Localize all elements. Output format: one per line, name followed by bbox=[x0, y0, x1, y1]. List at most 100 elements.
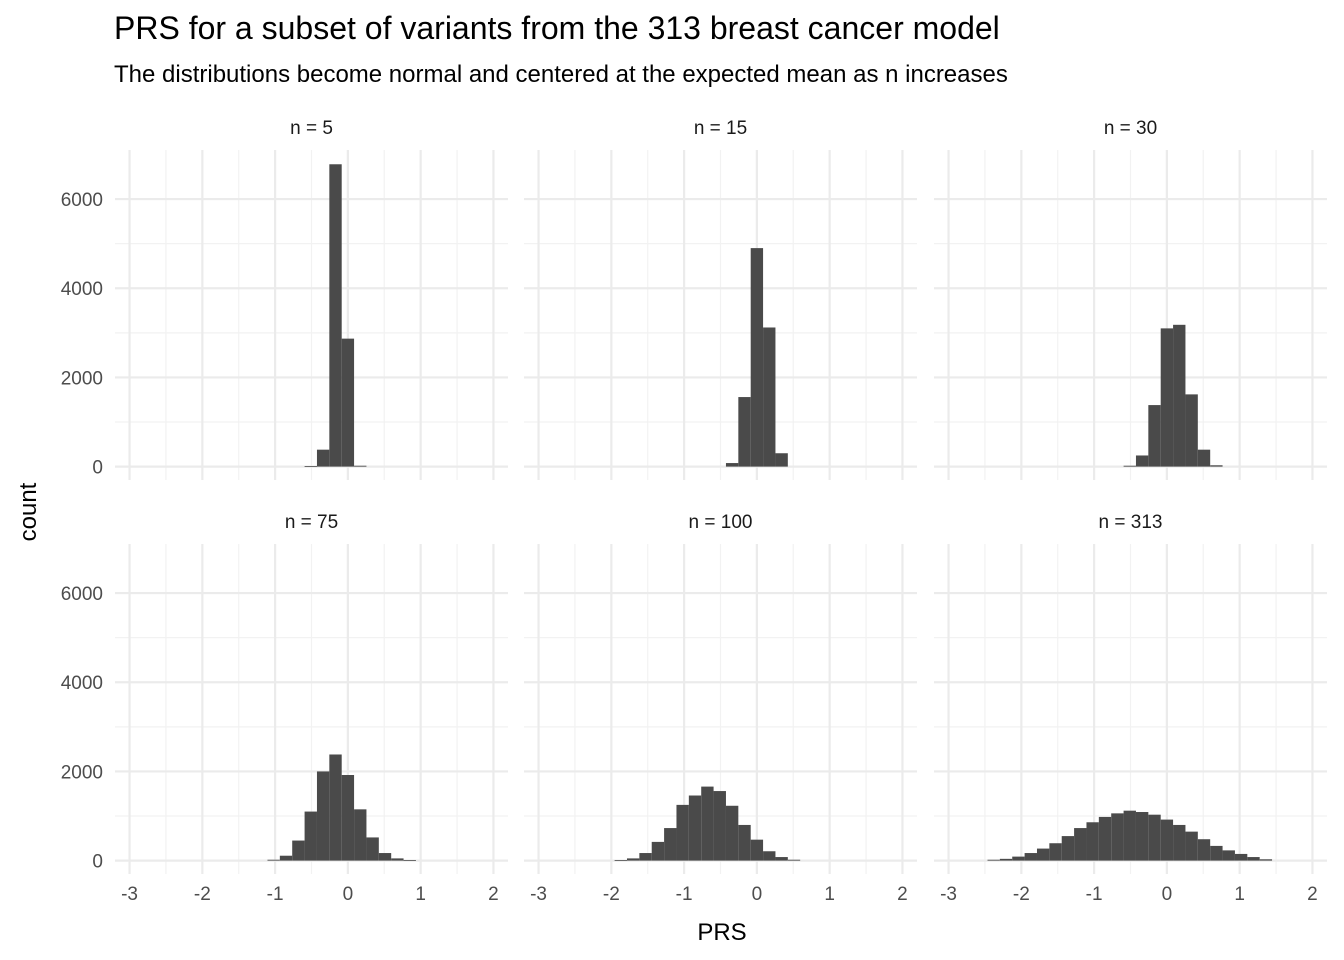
x-tick-label: 1 bbox=[824, 884, 835, 905]
histogram-bar bbox=[267, 859, 280, 861]
y-tick-label: 2000 bbox=[61, 368, 103, 389]
y-axis-title: count bbox=[15, 482, 42, 541]
histogram-bar bbox=[391, 858, 404, 861]
histogram-bar bbox=[378, 853, 392, 861]
histogram-bar bbox=[763, 327, 776, 467]
histogram-bar bbox=[1197, 839, 1211, 861]
facet-panel: n = 15 bbox=[524, 118, 917, 480]
histogram-bar bbox=[1185, 394, 1198, 467]
histogram-bar bbox=[713, 791, 726, 861]
chart-title: PRS for a subset of variants from the 31… bbox=[114, 10, 1000, 46]
histogram-bar bbox=[354, 809, 367, 861]
x-tick-label: 2 bbox=[488, 884, 499, 905]
histogram-bar bbox=[403, 860, 416, 861]
histogram-bar bbox=[366, 837, 379, 861]
histogram-bar bbox=[1210, 465, 1223, 467]
histogram-bar bbox=[676, 804, 689, 861]
histogram-bar bbox=[775, 453, 788, 467]
histogram-bar bbox=[1197, 449, 1211, 467]
histogram-bar bbox=[354, 465, 367, 467]
y-tick-label: 0 bbox=[92, 852, 103, 873]
histogram-bar bbox=[292, 840, 305, 861]
x-tick-label: -3 bbox=[530, 884, 547, 905]
histogram-bar bbox=[329, 754, 342, 861]
facet-strip-label: n = 15 bbox=[694, 118, 747, 139]
histogram-bar bbox=[1024, 853, 1037, 861]
histogram-bar bbox=[316, 771, 330, 861]
histogram-bar bbox=[1135, 455, 1149, 467]
histogram-bar bbox=[304, 466, 317, 467]
histogram-bar bbox=[1086, 822, 1099, 861]
histogram-bar bbox=[1173, 824, 1186, 861]
x-tick-label: -2 bbox=[194, 884, 211, 905]
histogram-bar bbox=[304, 811, 317, 861]
histogram-bar bbox=[738, 397, 751, 467]
x-axis-title: PRS bbox=[697, 919, 746, 946]
x-tick-label: 2 bbox=[897, 884, 908, 905]
facet-strip-label: n = 30 bbox=[1104, 118, 1157, 139]
x-tick-label: 0 bbox=[343, 884, 354, 905]
histogram-bar bbox=[1036, 848, 1050, 861]
x-tick-label: -2 bbox=[603, 884, 620, 905]
histogram-bar bbox=[787, 859, 801, 861]
histogram-bar bbox=[1210, 845, 1223, 861]
histogram-bar bbox=[626, 858, 640, 861]
histogram-bar bbox=[1160, 819, 1174, 861]
histogram-bar bbox=[1222, 850, 1235, 861]
histogram-bar bbox=[316, 449, 330, 467]
histogram-bar bbox=[763, 851, 776, 861]
histogram-bar bbox=[329, 164, 342, 467]
x-tick-label: -1 bbox=[676, 884, 693, 905]
histogram-bar bbox=[1234, 853, 1248, 861]
y-tick-label: 2000 bbox=[61, 762, 103, 783]
histogram-bar bbox=[1160, 328, 1174, 467]
histogram-bar bbox=[1259, 859, 1273, 861]
histogram-bar bbox=[738, 824, 751, 861]
facet-strip-label: n = 313 bbox=[1099, 512, 1163, 533]
y-tick-label: 0 bbox=[92, 458, 103, 479]
x-tick-label: 0 bbox=[752, 884, 763, 905]
histogram-bar bbox=[725, 463, 739, 467]
facet-strip-label: n = 100 bbox=[689, 512, 753, 533]
facet-panel: n = 30 bbox=[934, 118, 1327, 480]
histogram-bar bbox=[750, 839, 764, 861]
histogram-bar bbox=[1185, 831, 1198, 861]
x-tick-label: 0 bbox=[1162, 884, 1173, 905]
histogram-bar bbox=[341, 775, 355, 861]
histogram-bar bbox=[1074, 828, 1087, 861]
x-tick-label: 1 bbox=[415, 884, 426, 905]
histogram-bar bbox=[1148, 814, 1161, 861]
histogram-bar bbox=[725, 805, 739, 861]
histogram-bar bbox=[1012, 856, 1025, 861]
facet-panel: n = 5 0 2000 4000 6000 bbox=[61, 118, 508, 480]
x-tick-label: -1 bbox=[267, 884, 284, 905]
histogram-bar bbox=[1135, 812, 1149, 861]
y-tick-label: 4000 bbox=[61, 673, 103, 694]
histogram-bar bbox=[651, 841, 665, 861]
x-tick-label: -3 bbox=[121, 884, 138, 905]
histogram-bar bbox=[614, 860, 627, 861]
histogram-bar bbox=[1247, 857, 1260, 861]
y-tick-label: 6000 bbox=[61, 190, 103, 211]
histogram-bar bbox=[1111, 813, 1124, 861]
histogram-bar bbox=[1148, 405, 1161, 467]
histogram-bar bbox=[1061, 836, 1075, 861]
histogram-bar bbox=[701, 786, 714, 861]
histogram-bar bbox=[1049, 843, 1062, 861]
x-tick-label: -2 bbox=[1013, 884, 1030, 905]
histogram-bar bbox=[664, 828, 677, 861]
histogram-bar bbox=[750, 248, 764, 467]
facet-panel: n = 75 0 2000 4000 6000 -3 -2 -1 0 1 2 bbox=[61, 512, 508, 905]
histogram-bar bbox=[639, 853, 652, 861]
y-tick-label: 6000 bbox=[61, 584, 103, 605]
x-tick-label: -3 bbox=[940, 884, 957, 905]
facet-panel: n = 100 -3 -2 -1 0 1 2 bbox=[524, 512, 917, 905]
histogram-bar bbox=[1098, 816, 1112, 861]
histogram-bar bbox=[279, 855, 293, 861]
histogram-bar bbox=[341, 338, 355, 467]
histogram-bar bbox=[1123, 810, 1136, 861]
facet-strip-label: n = 5 bbox=[290, 118, 333, 139]
